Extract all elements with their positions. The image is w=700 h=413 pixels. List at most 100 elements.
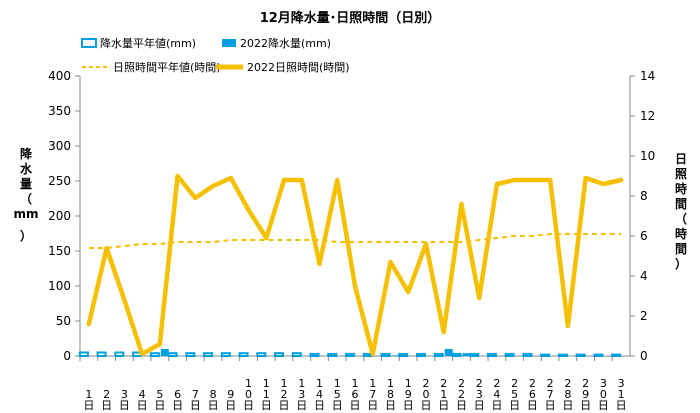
bar-rain-normal	[380, 352, 391, 357]
x-tick-label: 17日	[367, 377, 378, 412]
x-tick-char: 2	[511, 377, 518, 390]
y-tick-label-right: 10	[640, 149, 655, 163]
x-tick-label: 20日	[420, 377, 431, 412]
x-tick-char: 日	[562, 399, 573, 412]
x-tick-char: 2	[458, 388, 465, 401]
x-tick-char: 2	[529, 377, 536, 390]
x-tick-char: 4	[316, 388, 323, 401]
y-axis-title-right-part: 照	[675, 166, 687, 181]
bar-rain-normal	[185, 352, 196, 358]
y-axis-title-left-part: （	[20, 191, 32, 206]
x-tick-char: 1	[245, 377, 252, 390]
x-tick-label: 26日	[527, 377, 538, 412]
y-tick-label-left: 300	[48, 139, 71, 153]
y-tick-label-left: 400	[48, 69, 71, 83]
x-tick-char: 日	[314, 399, 325, 412]
legend-label-sun-normal: 日照時間平年値(時間)	[113, 60, 221, 74]
x-tick-char: 1	[281, 377, 288, 390]
y-axis-title-left-part: mm	[13, 207, 38, 221]
bar-rain-normal	[256, 352, 267, 358]
x-tick-char: 2	[564, 377, 571, 390]
x-tick-label: 22日	[456, 377, 467, 412]
x-tick-char: 1	[405, 377, 412, 390]
bar-rain-normal	[203, 352, 214, 358]
bar-rain-normal	[593, 353, 604, 358]
x-tick-char: 3	[476, 388, 483, 401]
line-sun-normal	[88, 233, 622, 249]
x-tick-label: 5日	[154, 388, 165, 412]
x-tick-label: 29日	[580, 377, 591, 412]
x-tick-char: 0	[600, 388, 607, 401]
x-tick-char: 8	[210, 388, 217, 401]
y-tick-label-left: 50	[56, 314, 71, 328]
y-tick-label-left: 150	[48, 244, 71, 258]
bar-rain-normal	[327, 352, 338, 357]
x-tick-char: 2	[103, 388, 110, 401]
bar-rain-2022	[160, 349, 169, 356]
x-tick-char: 日	[83, 399, 94, 412]
y-tick-label-left: 250	[48, 174, 71, 188]
bar-rain-normal	[540, 353, 551, 358]
bar-rain-normal	[504, 352, 515, 357]
bar-rain-normal	[274, 352, 285, 358]
y-axis-title-right-part: （	[675, 211, 687, 226]
x-tick-char: 1	[85, 388, 92, 401]
x-tick-label: 12日	[279, 377, 290, 412]
y-axis-title-left-part: 降	[20, 146, 33, 161]
x-tick-char: 9	[582, 388, 589, 401]
x-tick-char: 日	[385, 399, 396, 412]
y-axis-title-right-part: 日	[675, 152, 687, 166]
x-tick-char: 日	[332, 399, 343, 412]
bar-rain-normal	[78, 351, 89, 357]
x-tick-char: 1	[263, 377, 270, 390]
x-tick-char: 2	[547, 377, 554, 390]
x-tick-label: 4日	[137, 388, 148, 412]
bar-rain-normal	[469, 352, 480, 357]
x-tick-char: 1	[387, 377, 394, 390]
x-tick-label: 11日	[261, 377, 272, 412]
bar-rain-normal	[149, 352, 160, 358]
x-tick-char: 1	[334, 377, 341, 390]
x-tick-label: 25日	[509, 377, 520, 412]
legend-label-rain-normal: 降水量平年値(mm)	[100, 36, 196, 50]
x-tick-label: 16日	[350, 377, 361, 412]
x-tick-char: 6	[529, 388, 536, 401]
y-axis-title-left-part: 量	[20, 177, 32, 191]
lines	[86, 173, 624, 357]
y-tick-label-right: 6	[640, 229, 648, 243]
bar-rain-normal	[167, 352, 178, 358]
chart-title: 12月降水量･日照時間（日別）	[260, 10, 441, 26]
x-tick-char: 日	[172, 399, 183, 412]
x-tick-char: 日	[580, 399, 591, 412]
x-tick-char: 日	[154, 399, 165, 412]
x-tick-label: 24日	[491, 377, 502, 412]
y-axis-title-right-part: 時	[675, 226, 687, 241]
x-tick-char: 2	[582, 377, 589, 390]
x-tick-char: 0	[422, 388, 429, 401]
y-axis-title-left: 降水量（mm ）	[13, 146, 38, 243]
bar-rain-normal	[114, 351, 125, 357]
legend-label-sun-2022: 2022日照時間(時間)	[247, 61, 350, 74]
bar-rain-normal	[345, 352, 355, 357]
y-axis-title-right-part: 時	[675, 181, 687, 196]
y-axis-title-left-part: 水	[20, 161, 33, 176]
bar-rain-normal	[433, 352, 444, 357]
bar-rain-2022	[462, 353, 471, 356]
x-tick-char: 4	[493, 388, 500, 401]
x-tick-char: 3	[600, 377, 607, 390]
bar-rain-normal	[398, 352, 409, 357]
x-tick-char: 日	[545, 399, 556, 412]
x-tick-char: 2	[493, 377, 500, 390]
x-tick-char: 1	[316, 377, 323, 390]
x-tick-char: 1	[440, 388, 447, 401]
x-tick-label: 9日	[225, 388, 236, 412]
bar-rain-normal	[220, 352, 231, 358]
x-tick-char: 日	[261, 399, 272, 412]
x-tick-char: 9	[227, 388, 234, 401]
bar-rain-normal	[557, 353, 568, 358]
line-sun-2022	[86, 173, 624, 357]
x-tick-label: 10日	[243, 377, 254, 412]
bar-rain-normal	[309, 352, 320, 357]
